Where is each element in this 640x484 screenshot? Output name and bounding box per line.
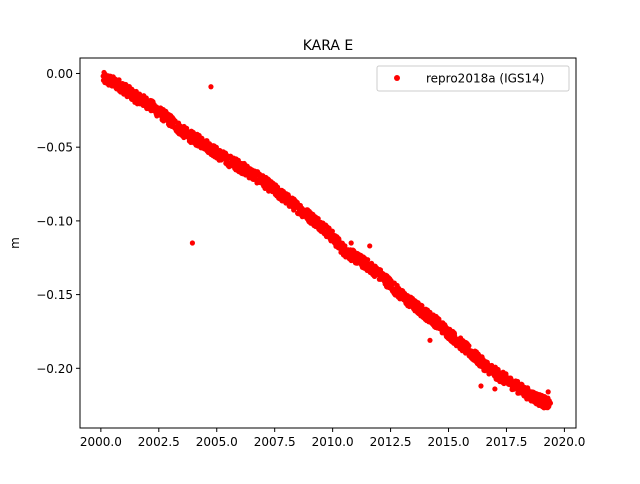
y-tick-label: −0.10 (36, 214, 73, 228)
data-point (315, 215, 321, 222)
x-tick-label: 2000.0 (80, 435, 122, 449)
data-point (342, 243, 348, 249)
data-point (213, 144, 219, 150)
data-point-outlier (545, 389, 551, 395)
x-tick-label: 2007.5 (254, 435, 296, 449)
x-tick-label: 2017.5 (485, 435, 527, 449)
data-point (116, 77, 122, 83)
data-point (365, 257, 371, 263)
legend-label: repro2018a (IGS14) (426, 72, 544, 86)
data-layer (100, 69, 554, 411)
y-tick-label: −0.20 (36, 362, 73, 376)
x-tick-label: 2015.0 (428, 435, 470, 449)
data-point-outlier (492, 386, 498, 392)
x-axis: 2000.0 2002.5 2005.0 2007.5 2010.0 2012.5 2015… (80, 428, 585, 449)
data-point-outlier (367, 243, 373, 249)
x-tick-label: 2010.0 (312, 435, 354, 449)
y-tick-label: 0.00 (46, 67, 73, 81)
x-tick-label: 2002.5 (138, 435, 180, 449)
data-point (466, 343, 472, 349)
y-axis: 0.00 −0.05 −0.10 −0.15 −0.20 (36, 67, 80, 376)
y-tick-label: −0.15 (36, 288, 73, 302)
data-point-outlier (478, 383, 484, 389)
plot-frame (79, 57, 577, 429)
legend-box (376, 65, 570, 92)
legend-marker (394, 75, 400, 81)
data-point-outlier (208, 84, 214, 90)
legend: repro2018a (IGS14) (376, 65, 570, 92)
y-axis-label: m (8, 237, 22, 249)
y-tick-label: −0.05 (36, 141, 73, 155)
data-point (547, 400, 554, 406)
x-tick-label: 2005.0 (196, 435, 238, 449)
data-point-outlier (427, 337, 433, 343)
chart-title: KARA E (303, 38, 354, 54)
x-tick-label: 2012.5 (370, 435, 412, 449)
x-tick-label: 2020.0 (543, 435, 585, 449)
data-point-outlier (189, 240, 196, 246)
data-point-outlier (348, 240, 354, 246)
